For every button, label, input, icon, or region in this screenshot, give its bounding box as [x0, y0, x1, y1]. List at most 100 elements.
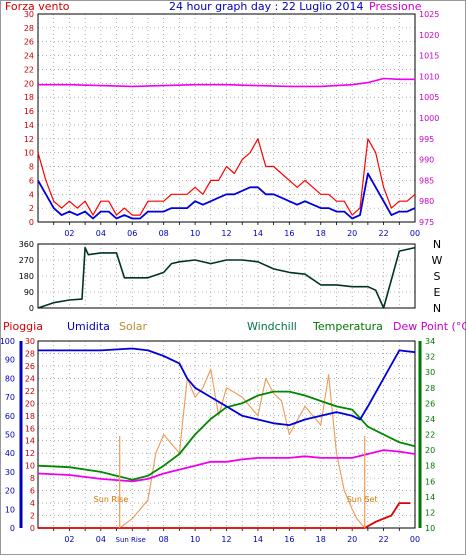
wind-x-tick: 08: [159, 229, 169, 238]
rain-axis-tick: 2: [30, 512, 35, 521]
wind-axis-tick: 18: [24, 93, 34, 102]
humidity-axis-tick: 90: [5, 356, 15, 365]
wind-title: Forza vento: [5, 0, 70, 13]
temperature-axis-tick: 26: [425, 399, 435, 408]
climate-x-tick: 12: [221, 535, 231, 544]
pressure-axis-tick: 1000: [419, 114, 439, 123]
wind-axis-tick: 24: [24, 52, 34, 61]
wind-axis-tick: 30: [24, 10, 34, 19]
wind-x-tick: 16: [284, 229, 294, 238]
humidity-axis-tick: 10: [5, 505, 15, 514]
rain-axis-tick: 0: [30, 524, 35, 533]
pressure-axis-tick: 995: [419, 135, 434, 144]
humidity-axis-tick: 20: [5, 487, 15, 496]
sunset-label: Sun Set: [347, 495, 378, 504]
wind-axis-tick: 10: [24, 149, 34, 158]
pressure-axis-tick: 980: [419, 197, 434, 206]
direction-axis-tick: 360: [19, 240, 34, 249]
pressure-axis-tick: 990: [419, 156, 434, 165]
direction-compass-label: N: [433, 238, 441, 251]
humidity-axis-tick: 30: [5, 468, 15, 477]
climate-x-tick: 18: [316, 535, 326, 544]
humidity-line: [38, 347, 416, 427]
climate-x-tick: 08: [159, 535, 169, 544]
wind-x-tick: 02: [64, 229, 74, 238]
temperature-line: [37, 390, 416, 481]
temperature-axis-tick: 10: [425, 524, 435, 533]
direction-compass-label: W: [432, 254, 443, 267]
pressure-axis-tick: 1025: [419, 10, 439, 19]
humidity-axis-tick: 70: [5, 393, 15, 402]
humidity-axis-tick: 80: [5, 374, 15, 383]
wind-x-tick: 00: [410, 229, 420, 238]
direction-line: [37, 246, 416, 309]
direction-axis-tick: 0: [29, 304, 34, 313]
wind-x-tick: 06: [127, 229, 137, 238]
direction-compass-label: N: [433, 302, 441, 315]
wind-x-tick: 04: [96, 229, 106, 238]
climate-x-tick: 16: [284, 535, 294, 544]
wind-axis-tick: 0: [29, 218, 34, 227]
wind-axis-tick: 8: [29, 163, 34, 172]
temperature-axis-tick: 30: [425, 368, 435, 377]
rain-axis-tick: 4: [30, 499, 35, 508]
rain-axis-tick: 12: [25, 449, 35, 458]
climate-x-tick: 04: [96, 535, 106, 544]
temperature-axis-tick: 14: [425, 493, 435, 502]
climate-x-tick: 20: [347, 535, 357, 544]
humidity-axis-tick: 100: [1, 337, 15, 346]
rain-axis-tick: 14: [25, 437, 35, 446]
direction-compass-label: S: [434, 270, 441, 283]
temperature-axis-tick: 12: [425, 508, 435, 517]
wind-x-tick: 12: [221, 229, 231, 238]
windchill-title: Windchill: [247, 320, 297, 333]
sunrise-label: Sun Rise: [94, 495, 129, 504]
direction-axis-tick: 180: [19, 272, 34, 281]
rain-axis-tick: 8: [30, 474, 35, 483]
wind-x-tick: 20: [347, 229, 357, 238]
wind-axis-tick: 16: [24, 107, 34, 116]
rain-axis-tick: 20: [25, 399, 35, 408]
temperature-axis-tick: 28: [425, 384, 435, 393]
temperature-axis-tick: 24: [425, 415, 435, 424]
humidity-axis-tick: 0: [10, 524, 15, 533]
humidity-axis-tick: 40: [5, 449, 15, 458]
wind-gust-line: [37, 138, 416, 216]
wind-axis-tick: 28: [24, 24, 34, 33]
rain-title: Pioggia: [3, 320, 43, 333]
pressure-axis-tick: 975: [419, 218, 434, 227]
solar-line: [119, 368, 366, 529]
wind-x-tick: 22: [378, 229, 388, 238]
pressure-axis-tick: 1015: [419, 52, 439, 61]
rain-axis-tick: 10: [25, 462, 35, 471]
pressure-axis-tick: 1010: [419, 72, 439, 81]
wind-x-tick: 14: [253, 229, 263, 238]
wind-x-tick: 10: [190, 229, 200, 238]
direction-axis-tick: 90: [24, 288, 34, 297]
climate-x-tick: 10: [190, 535, 200, 544]
climate-x-tick: 22: [378, 535, 388, 544]
pressure-axis-tick: 1005: [419, 93, 439, 102]
wind-axis-tick: 6: [29, 176, 34, 185]
sunrise-axis-label: Sun Rise: [116, 536, 146, 544]
humidity-axis-tick: 50: [5, 431, 15, 440]
temperature-axis-tick: 34: [425, 337, 435, 346]
temperature-title: Temperatura: [313, 320, 383, 333]
pressure-line: [38, 77, 415, 88]
dewpoint-line: [37, 449, 416, 483]
date-title: 24 hour graph day : 22 Luglio 2014: [169, 0, 364, 13]
temperature-axis-tick: 32: [425, 353, 435, 362]
rain-axis-tick: 30: [25, 337, 35, 346]
rain-axis-tick: 24: [25, 374, 35, 383]
rain-axis-tick: 18: [25, 412, 35, 421]
pressure-axis-tick: 985: [419, 176, 434, 185]
direction-panel-frame: [37, 243, 416, 309]
direction-compass-label: E: [434, 286, 441, 299]
humidity-axis-tick: 60: [5, 412, 15, 421]
rain-axis-tick: 22: [25, 387, 35, 396]
climate-x-tick: 14: [253, 535, 263, 544]
humidity-title: Umidita: [67, 320, 110, 333]
rain-axis-tick: 28: [25, 349, 35, 358]
